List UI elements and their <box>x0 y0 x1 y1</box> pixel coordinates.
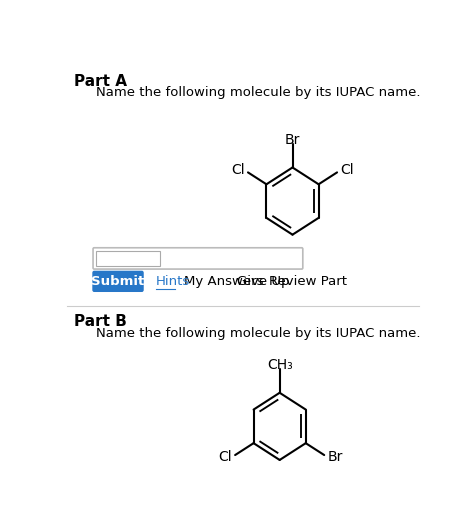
Text: Name the following molecule by its IUPAC name.: Name the following molecule by its IUPAC… <box>96 86 420 99</box>
Text: Cl: Cl <box>219 450 232 464</box>
Text: My Answers: My Answers <box>184 275 264 288</box>
Text: CH₃: CH₃ <box>267 358 292 372</box>
Text: Give Up: Give Up <box>237 275 290 288</box>
Text: Hints: Hints <box>156 275 190 288</box>
FancyBboxPatch shape <box>96 251 160 266</box>
Text: Part A: Part A <box>74 74 127 89</box>
Text: Br: Br <box>328 450 343 464</box>
Text: Submit: Submit <box>91 275 145 288</box>
Text: Br: Br <box>285 132 300 147</box>
Text: Review Part: Review Part <box>269 275 346 288</box>
Text: Cl: Cl <box>231 163 245 177</box>
Text: Cl: Cl <box>340 163 354 177</box>
Text: Part B: Part B <box>74 314 127 329</box>
Text: Name the following molecule by its IUPAC name.: Name the following molecule by its IUPAC… <box>96 327 420 340</box>
FancyBboxPatch shape <box>92 271 144 292</box>
FancyBboxPatch shape <box>93 248 303 269</box>
